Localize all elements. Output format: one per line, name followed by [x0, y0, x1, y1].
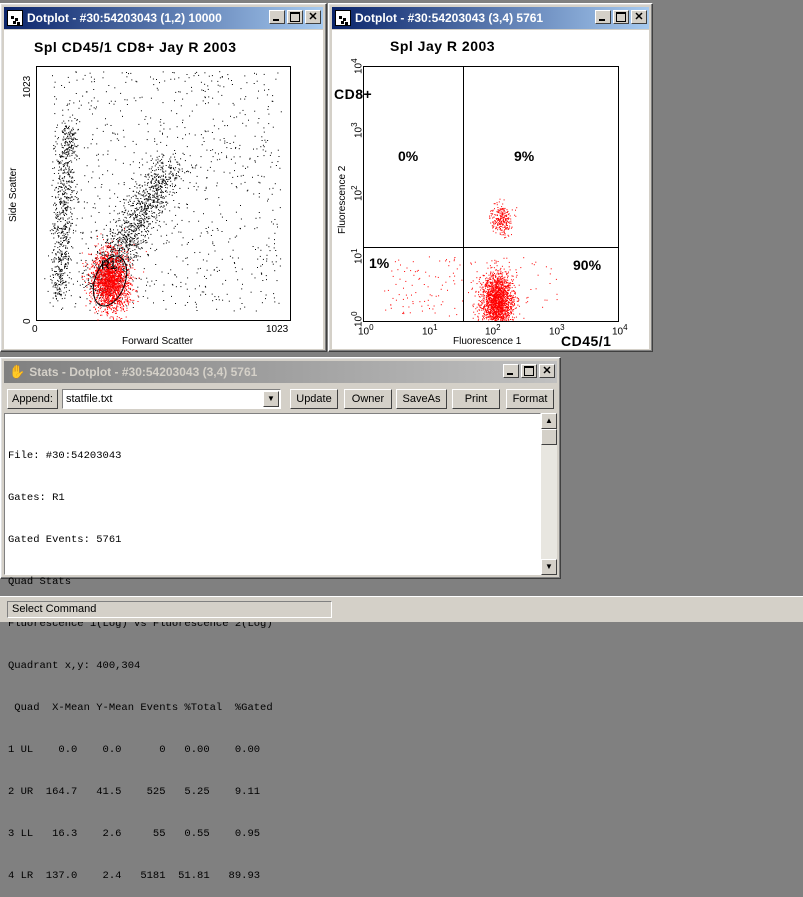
x-parameter-label: CD45/1	[561, 333, 611, 349]
vertical-scrollbar[interactable]: ▲ ▼	[541, 413, 557, 575]
quadrant-ul-percent: 0%	[398, 148, 418, 164]
y-axis-label: Side Scatter	[8, 168, 19, 222]
dotplot-1-canvas: Spl CD45/1 CD8+ Jay R 2003 Side Scatter …	[4, 30, 323, 349]
append-file-value: statfile.txt	[66, 393, 112, 405]
dotplot-1-plot-area: R1	[36, 66, 291, 321]
stats-line: File: #30:54203043	[8, 449, 273, 463]
stats-line: Quad X-Mean Y-Mean Events %Total %Gated	[8, 701, 273, 715]
quadrant-lr-percent: 90%	[573, 257, 601, 273]
stats-line: 2 UR 164.7 41.5 525 5.25 9.11	[8, 785, 273, 799]
dotplot-window-1[interactable]: Dotplot - #30:54203043 (1,2) 10000 ✕ Spl…	[0, 3, 327, 352]
x-axis-label: Fluorescence 1	[453, 336, 521, 347]
update-button[interactable]: Update	[290, 389, 338, 409]
x-tick-max: 1023	[266, 324, 288, 335]
status-bar: Select Command	[0, 596, 803, 622]
status-text: Select Command	[7, 601, 332, 618]
scroll-down-button[interactable]: ▼	[541, 559, 557, 575]
stats-line: Quad Stats	[8, 575, 273, 589]
scroll-thumb[interactable]	[541, 429, 557, 445]
x-tick-10-1: 101	[422, 323, 438, 337]
stats-line: 1 UL 0.0 0.0 0 0.00 0.00	[8, 743, 273, 757]
stats-title: Stats - Dotplot - #30:54203043 (3,4) 576…	[29, 365, 257, 379]
maximize-button[interactable]	[521, 364, 537, 378]
print-button[interactable]: Print	[452, 389, 500, 409]
minimize-button[interactable]	[595, 10, 611, 24]
dotplot-app-icon	[7, 10, 23, 26]
x-tick-min: 0	[32, 324, 38, 335]
plot-title: Spl CD45/1 CD8+ Jay R 2003	[34, 39, 237, 55]
minimize-button[interactable]	[503, 364, 519, 378]
plot-title: Spl Jay R 2003	[390, 38, 495, 54]
dotplot-2-canvas: Spl Jay R 2003 CD8+ Fluorescence 2 104 1…	[332, 30, 649, 349]
append-file-select[interactable]: statfile.txt ▼	[62, 389, 281, 409]
maximize-button[interactable]	[613, 10, 629, 24]
close-button[interactable]: ✕	[305, 10, 321, 24]
y-tick-max: 1023	[22, 76, 33, 98]
dotplot-1-title: Dotplot - #30:54203043 (1,2) 10000	[27, 11, 222, 25]
x-tick-10-0: 100	[358, 323, 374, 337]
y-axis-label: Fluorescence 2	[337, 166, 348, 234]
append-button[interactable]: Append:	[7, 389, 58, 409]
stats-output: File: #30:54203043 Gates: R1 Gated Event…	[8, 421, 273, 897]
quadrant-ll-percent: 1%	[369, 255, 389, 271]
format-button[interactable]: Format	[506, 389, 554, 409]
quadrant-ur-percent: 9%	[514, 148, 534, 164]
stats-titlebar[interactable]: ✋ Stats - Dotplot - #30:54203043 (3,4) 5…	[4, 361, 557, 383]
close-button[interactable]: ✕	[631, 10, 647, 24]
x-axis-label: Forward Scatter	[122, 336, 193, 347]
dotplot-app-icon	[335, 10, 351, 26]
dotplot-2-plot-area	[363, 66, 619, 322]
saveas-button[interactable]: SaveAs	[396, 389, 447, 409]
scroll-up-button[interactable]: ▲	[541, 413, 557, 429]
dotplot-2-title: Dotplot - #30:54203043 (3,4) 5761	[355, 11, 543, 25]
x-tick-10-4: 104	[612, 323, 628, 337]
owner-button[interactable]: Owner	[344, 389, 392, 409]
stats-line: 4 LR 137.0 2.4 5181 51.81 89.93	[8, 869, 273, 883]
stats-line: Gated Events: 5761	[8, 533, 273, 547]
minimize-button[interactable]	[269, 10, 285, 24]
stats-app-icon: ✋	[9, 364, 25, 380]
maximize-button[interactable]	[287, 10, 303, 24]
close-button[interactable]: ✕	[539, 364, 555, 378]
stats-line: 3 LL 16.3 2.6 55 0.55 0.95	[8, 827, 273, 841]
gate-r1-label: R1	[101, 258, 117, 272]
stats-line: Quadrant x,y: 400,304	[8, 659, 273, 673]
dropdown-arrow-icon[interactable]: ▼	[263, 391, 279, 407]
stats-line: Gates: R1	[8, 491, 273, 505]
dotplot-window-2[interactable]: Dotplot - #30:54203043 (3,4) 5761 ✕ Spl …	[328, 3, 653, 352]
